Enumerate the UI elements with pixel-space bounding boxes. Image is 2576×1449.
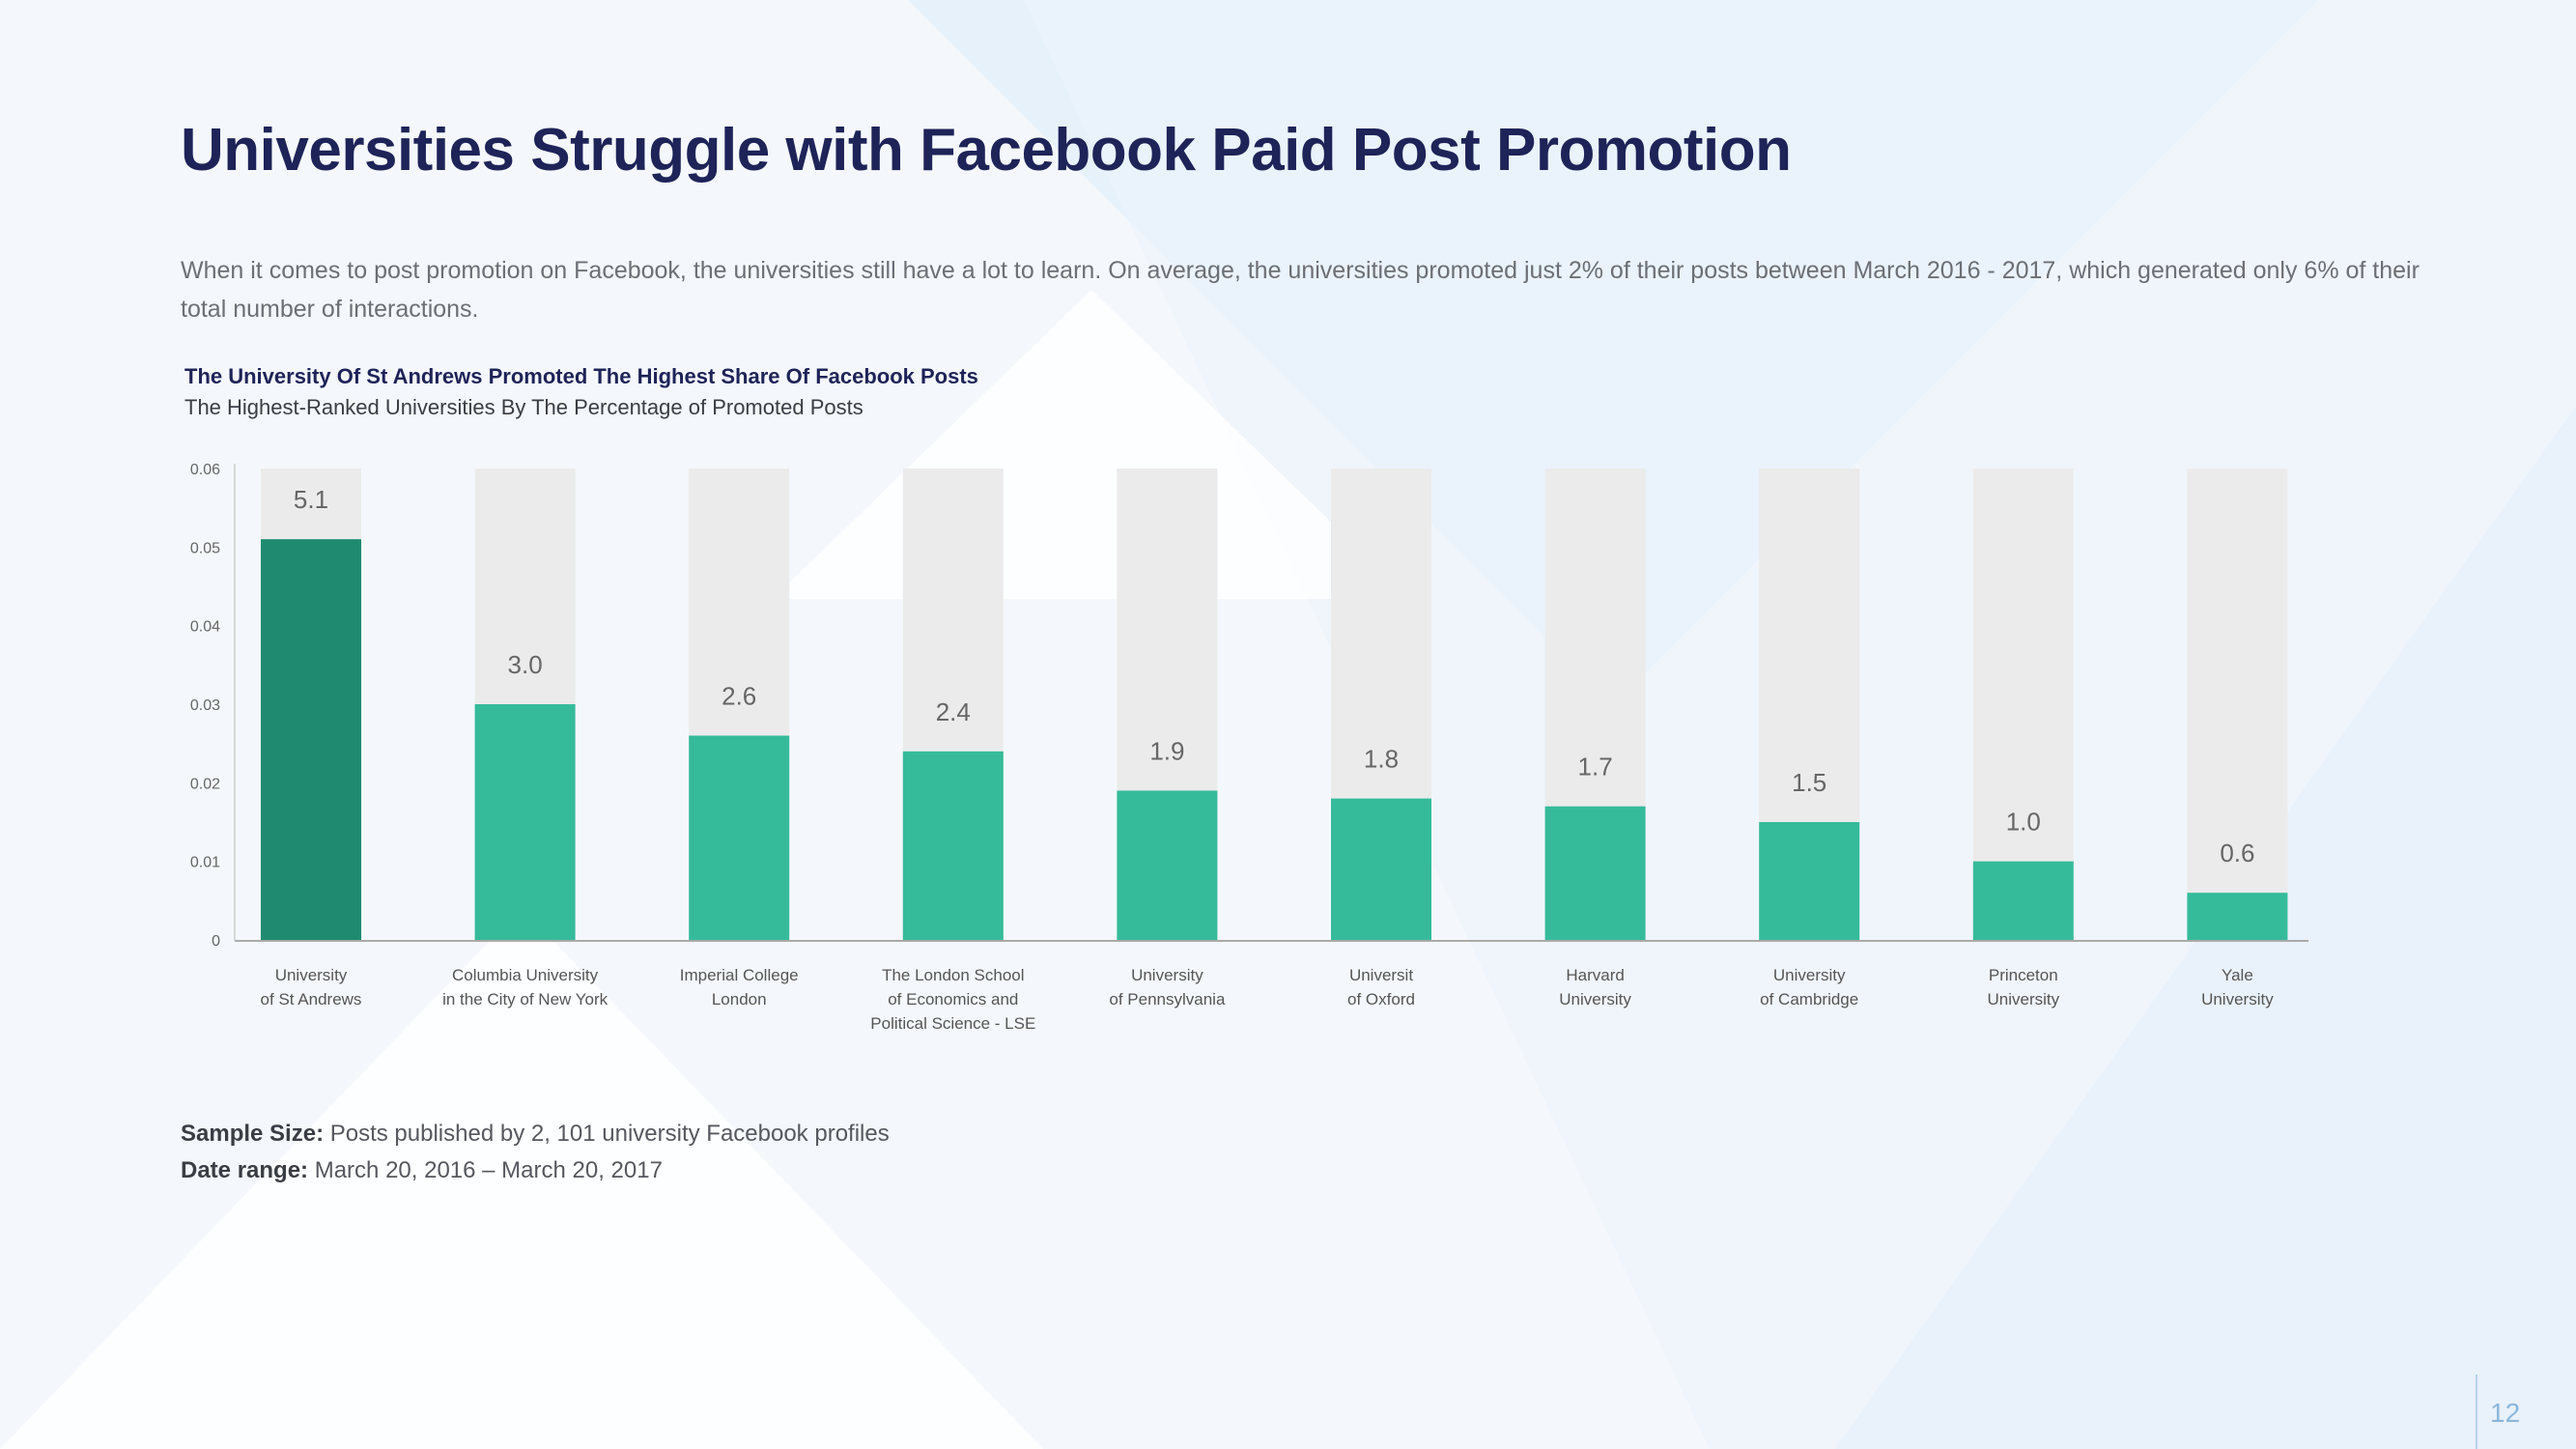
page-number-divider — [2476, 1375, 2477, 1449]
x-category-label: The London School of Economics and Politic… — [870, 966, 1035, 1033]
bar — [1117, 790, 1218, 940]
y-tick-label: 0.06 — [190, 462, 220, 478]
bar-value-label: 3.0 — [508, 650, 543, 679]
bar-value-label: 0.6 — [2220, 838, 2254, 867]
date-range-value: March 20, 2016 – March 20, 2017 — [308, 1157, 663, 1183]
y-tick-label: 0.04 — [190, 619, 220, 636]
x-category-label: Columbia University in the City of New Yo… — [442, 966, 609, 1009]
bar-value-label: 5.1 — [294, 485, 328, 514]
y-tick-label: 0.05 — [190, 540, 220, 556]
y-tick-label: 0.03 — [190, 697, 220, 714]
x-category-label: Princeton University — [1987, 966, 2059, 1009]
bar — [689, 735, 790, 940]
bar-value-label: 1.8 — [1364, 745, 1399, 774]
sample-size-note: Sample Size: Posts published by 2, 101 u… — [181, 1121, 890, 1148]
bar — [474, 704, 576, 940]
x-category-label: University of Pennsylvania — [1109, 966, 1226, 1009]
bar — [2187, 893, 2288, 940]
x-category-label: Harvard University — [1559, 966, 1631, 1009]
sample-size-label: Sample Size: — [181, 1121, 325, 1147]
bar-value-label: 1.0 — [2006, 808, 2041, 837]
bar — [261, 539, 361, 940]
date-range-note: Date range: March 20, 2016 – March 20, 2… — [181, 1157, 663, 1184]
bar-value-label: 1.7 — [1578, 753, 1613, 781]
intro-paragraph: When it comes to post promotion on Faceb… — [181, 257, 2420, 323]
bar-value-label: 2.6 — [722, 682, 756, 711]
bar — [1544, 806, 1646, 940]
x-category-label: University of Cambridge — [1760, 966, 1858, 1009]
bar-track — [2187, 469, 2288, 940]
bar — [1759, 822, 1860, 940]
x-category-label: Universit of Oxford — [1347, 966, 1415, 1009]
page-number: 12 — [2490, 1398, 2521, 1428]
bar — [1972, 861, 2074, 940]
page-title: Universities Struggle with Facebook Paid… — [181, 117, 1792, 184]
x-category-label: Imperial College London — [680, 966, 799, 1009]
bar — [902, 751, 1004, 940]
bar — [1331, 798, 1431, 940]
date-range-label: Date range: — [181, 1157, 309, 1183]
bar-value-label: 1.9 — [1149, 736, 1184, 765]
y-tick-label: 0.02 — [190, 776, 220, 792]
x-category-label: University of St Andrews — [261, 966, 362, 1009]
y-tick-label: 0.01 — [190, 855, 220, 871]
sample-size-value: Posts published by 2, 101 university Fac… — [324, 1121, 890, 1147]
chart-title: The University Of St Andrews Promoted Th… — [184, 364, 978, 388]
chart-subtitle: The Highest-Ranked Universities By The P… — [184, 395, 863, 419]
x-category-label: Yale University — [2201, 966, 2274, 1009]
y-tick-label: 0 — [212, 933, 220, 950]
bar-value-label: 1.5 — [1792, 768, 1826, 797]
bar-value-label: 2.4 — [936, 697, 971, 726]
